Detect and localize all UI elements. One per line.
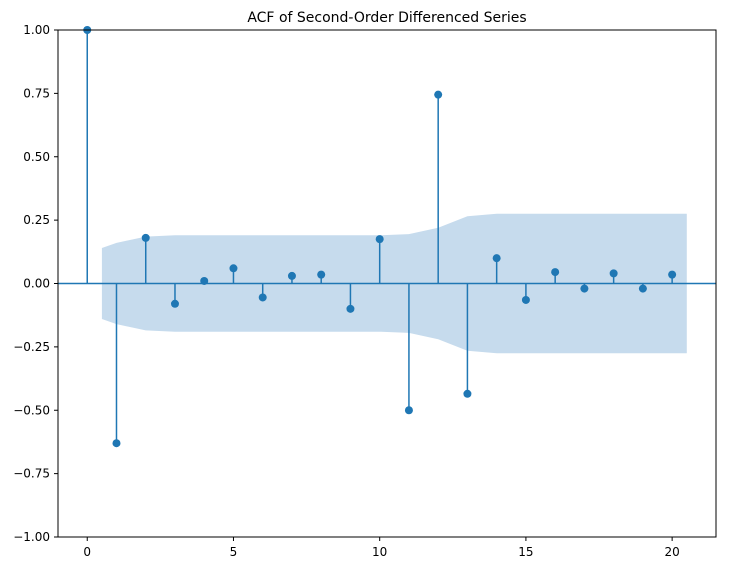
y-tick-label: 0.00 (23, 277, 50, 291)
y-tick-label: −1.00 (13, 530, 50, 544)
marker-lag-18 (609, 269, 618, 278)
marker-lag-9 (346, 304, 355, 313)
marker-lag-10 (375, 235, 384, 244)
y-tick-label: −0.25 (13, 340, 50, 354)
y-tick-label: 0.75 (23, 86, 50, 100)
marker-lag-16 (551, 268, 560, 277)
marker-lag-15 (521, 295, 530, 304)
x-tick-label: 15 (518, 545, 533, 559)
marker-lag-8 (317, 270, 326, 279)
y-axis: 1.00 0.75 0.50 0.25 0.00 −0.25 −0.50 −0.75 −1.00 (13, 23, 58, 544)
x-tick-label: 10 (372, 545, 387, 559)
stem-layer (86, 30, 673, 444)
y-tick-label: −0.50 (13, 403, 50, 417)
marker-lag-11 (404, 406, 413, 415)
marker-layer (83, 26, 677, 448)
chart-title: ACF of Second-Order Differenced Series (247, 10, 526, 26)
x-tick-label: 20 (664, 545, 679, 559)
marker-lag-20 (668, 270, 677, 279)
marker-lag-4 (200, 276, 209, 285)
marker-lag-17 (580, 284, 589, 293)
marker-lag-14 (492, 254, 501, 263)
marker-lag-1 (112, 439, 121, 448)
x-axis: 0 5 10 15 20 (83, 537, 680, 559)
y-tick-label: 0.50 (23, 150, 50, 164)
marker-lag-12 (434, 90, 443, 99)
x-tick-label: 5 (230, 545, 238, 559)
x-tick-label: 0 (83, 545, 91, 559)
marker-lag-7 (287, 271, 296, 280)
marker-lag-19 (638, 284, 647, 293)
marker-lag-5 (229, 264, 238, 273)
marker-lag-3 (170, 299, 179, 308)
y-tick-label: −0.75 (13, 467, 50, 481)
y-tick-label: 1.00 (23, 23, 50, 37)
marker-lag-6 (258, 293, 267, 302)
marker-lag-2 (141, 233, 150, 242)
y-tick-label: 0.25 (23, 213, 50, 227)
marker-lag-13 (463, 389, 472, 398)
